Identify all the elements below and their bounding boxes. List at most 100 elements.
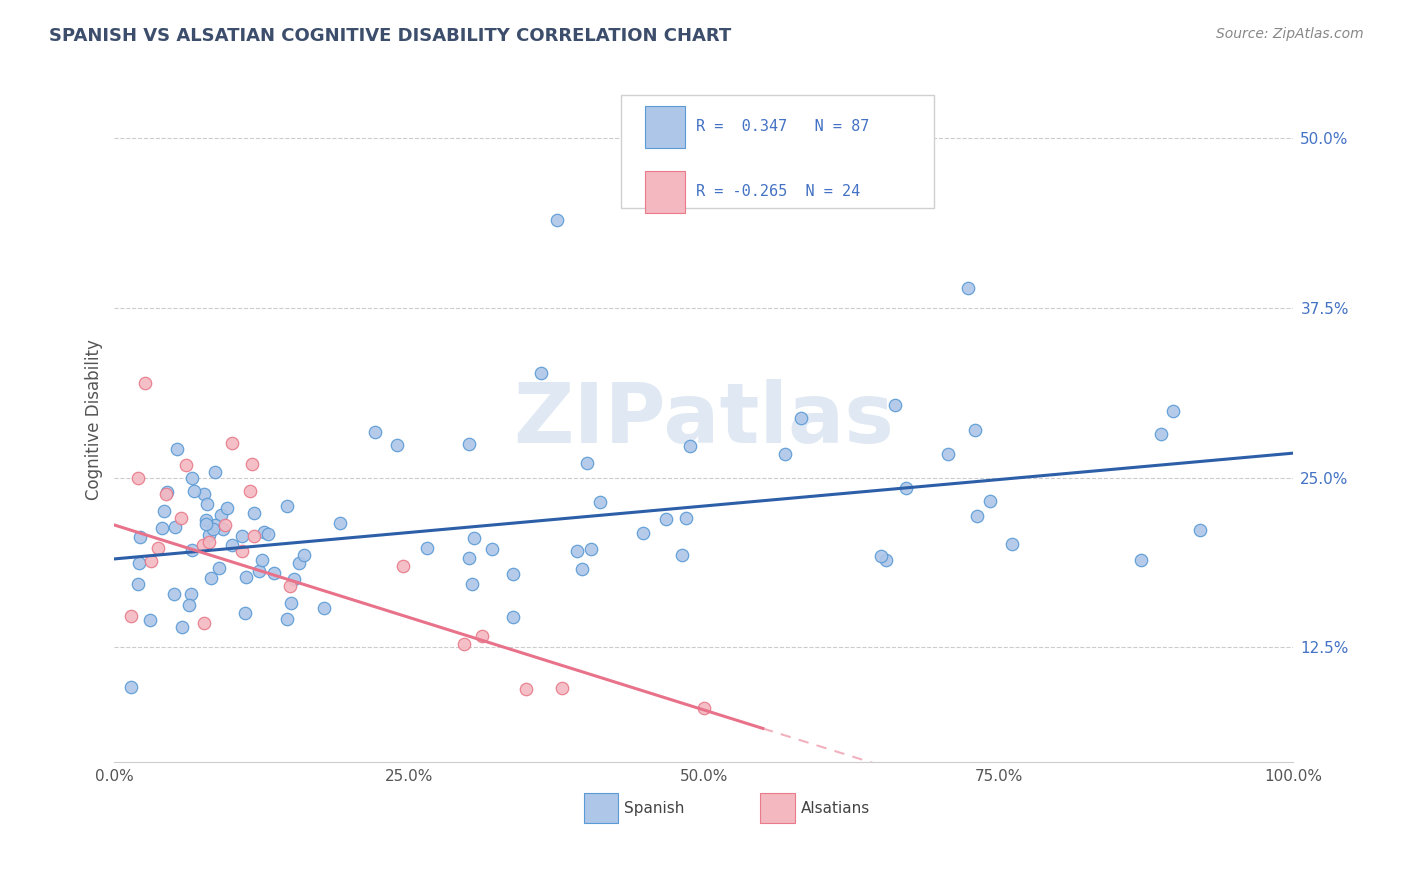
Point	[280, 578, 302, 592]
Point	[283, 572, 305, 586]
Point	[461, 577, 484, 591]
Point	[314, 601, 336, 615]
Point	[231, 528, 253, 542]
Point	[243, 529, 266, 543]
Point	[242, 457, 264, 471]
Point	[884, 398, 907, 412]
Point	[193, 487, 215, 501]
Point	[170, 511, 193, 525]
Point	[896, 481, 918, 495]
FancyBboxPatch shape	[621, 95, 934, 208]
Point	[276, 499, 298, 513]
Point	[128, 531, 150, 545]
Point	[156, 484, 179, 499]
Point	[529, 367, 551, 381]
Point	[671, 549, 693, 563]
Text: R = -0.265  N = 24: R = -0.265 N = 24	[696, 185, 860, 199]
FancyBboxPatch shape	[645, 171, 685, 212]
Text: Spanish: Spanish	[624, 801, 685, 816]
Point	[565, 543, 588, 558]
Point	[329, 516, 352, 530]
Point	[204, 518, 226, 533]
Point	[214, 518, 236, 533]
Point	[773, 447, 796, 461]
Point	[571, 562, 593, 576]
Point	[153, 504, 176, 518]
Point	[221, 436, 243, 450]
Point	[233, 606, 256, 620]
Point	[120, 681, 142, 695]
Point	[250, 553, 273, 567]
Point	[502, 610, 524, 624]
Point	[243, 507, 266, 521]
Point	[675, 511, 697, 525]
Point	[166, 442, 188, 457]
Point	[174, 458, 197, 472]
Point	[221, 538, 243, 552]
Point	[965, 423, 987, 437]
Point	[1163, 404, 1185, 418]
Point	[209, 508, 232, 522]
Point	[966, 508, 988, 523]
Point	[693, 701, 716, 715]
Point	[235, 570, 257, 584]
FancyBboxPatch shape	[645, 106, 685, 148]
Point	[453, 637, 475, 651]
Point	[364, 425, 387, 439]
Point	[163, 520, 186, 534]
Point	[181, 543, 204, 558]
Point	[416, 541, 439, 556]
Point	[957, 280, 980, 294]
Point	[387, 438, 409, 452]
Point	[197, 497, 219, 511]
Point	[546, 212, 568, 227]
Point	[276, 612, 298, 626]
Point	[655, 512, 678, 526]
Point	[127, 471, 149, 485]
Point	[134, 376, 156, 390]
Point	[875, 553, 897, 567]
Point	[581, 542, 603, 557]
Point	[217, 500, 239, 515]
Point	[458, 437, 481, 451]
Point	[193, 615, 215, 630]
Point	[208, 561, 231, 575]
Y-axis label: Cognitive Disability: Cognitive Disability	[86, 340, 103, 500]
Point	[1130, 553, 1153, 567]
Point	[163, 587, 186, 601]
Point	[263, 566, 285, 581]
Point	[979, 493, 1001, 508]
Text: R =  0.347   N = 87: R = 0.347 N = 87	[696, 120, 869, 135]
Point	[679, 439, 702, 453]
Point	[1188, 523, 1211, 537]
Point	[198, 528, 221, 542]
Point	[195, 517, 218, 532]
Point	[120, 609, 142, 624]
Point	[197, 535, 219, 549]
Point	[253, 524, 276, 539]
Point	[280, 596, 302, 610]
Point	[128, 556, 150, 570]
Point	[152, 521, 174, 535]
FancyBboxPatch shape	[583, 793, 617, 823]
Point	[146, 541, 169, 556]
Point	[288, 556, 311, 570]
Point	[170, 620, 193, 634]
Point	[231, 544, 253, 558]
Point	[1150, 426, 1173, 441]
Point	[239, 484, 262, 499]
Point	[180, 471, 202, 485]
Point	[790, 410, 813, 425]
Point	[481, 541, 503, 556]
Point	[201, 523, 224, 537]
Point	[576, 456, 599, 470]
Point	[139, 613, 162, 627]
Point	[292, 548, 315, 562]
Point	[180, 587, 202, 601]
Point	[589, 495, 612, 509]
Point	[247, 564, 270, 578]
Point	[502, 566, 524, 581]
Point	[631, 525, 654, 540]
Point	[195, 513, 218, 527]
Point	[257, 527, 280, 541]
